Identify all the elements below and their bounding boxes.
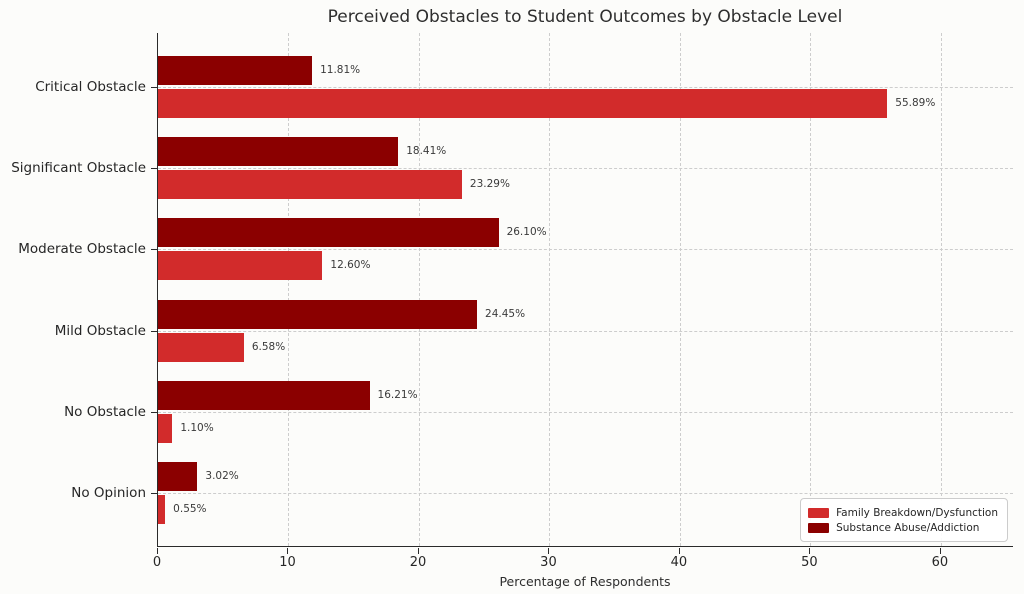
bar-substance-4 <box>158 380 370 410</box>
bar-family-2 <box>158 251 323 281</box>
grid-line-horizontal <box>158 493 1013 494</box>
x-tick-label: 10 <box>279 555 296 570</box>
bar-family-3 <box>158 332 244 362</box>
grid-line-horizontal <box>158 87 1013 88</box>
value-label: 6.58% <box>251 340 286 353</box>
y-tick-label: Critical Obstacle <box>35 79 146 95</box>
x-tick-label: 60 <box>931 555 949 570</box>
bar-substance-3 <box>158 299 478 329</box>
bar-substance-1 <box>158 137 399 167</box>
bar-family-5 <box>158 495 166 524</box>
grid-line-horizontal <box>158 330 1013 332</box>
legend-label-family: Family Breakdown/Dysfunction <box>836 506 998 519</box>
bar-family-4 <box>158 413 173 443</box>
x-tick-label: 20 <box>409 555 427 570</box>
value-label: 23.29% <box>469 178 510 191</box>
bar-substance-2 <box>158 218 499 248</box>
grid-line-vertical <box>288 33 290 546</box>
y-tick-label: Mild Obstacle <box>54 322 146 339</box>
legend-entry-substance: Substance Abuse/Addiction <box>808 520 998 535</box>
y-tick-mark <box>151 249 157 251</box>
value-label: 3.02% <box>205 470 239 482</box>
x-tick-mark <box>678 548 680 554</box>
bar-family-0 <box>158 89 888 118</box>
x-tick-label: 40 <box>670 555 688 570</box>
legend: Family Breakdown/Dysfunction Substance A… <box>800 498 1008 542</box>
grid-line-vertical <box>418 33 420 546</box>
grid-line-vertical <box>940 33 942 546</box>
x-tick-label: 30 <box>540 555 557 570</box>
y-tick-mark <box>151 411 157 413</box>
legend-label-substance: Substance Abuse/Addiction <box>836 521 980 534</box>
x-tick-mark <box>157 548 158 554</box>
value-label: 26.10% <box>506 226 547 239</box>
x-tick-mark <box>417 548 419 554</box>
grid-line-vertical <box>810 33 812 546</box>
plot-area: 11.81% 55.89% 18.41% 23.29% 26.10% 12.60% 24.4… <box>157 33 1013 547</box>
grid-line-horizontal <box>158 168 1013 170</box>
y-tick-label: No Opinion <box>71 485 146 501</box>
value-label: 16.21% <box>377 388 418 401</box>
bar-substance-5 <box>158 462 198 491</box>
x-tick-mark <box>287 548 289 554</box>
value-label: 12.60% <box>330 259 371 272</box>
value-label: 55.89% <box>895 97 936 109</box>
grid-line-horizontal <box>158 411 1013 413</box>
grid-line-horizontal <box>158 249 1013 251</box>
grid-line-vertical <box>549 33 551 546</box>
value-label: 0.55% <box>173 503 207 515</box>
chart-title: Perceived Obstacles to Student Outcomes … <box>327 7 843 27</box>
value-label: 18.41% <box>406 145 447 158</box>
value-label: 11.81% <box>320 64 361 76</box>
x-tick-label: 0 <box>152 555 162 570</box>
legend-swatch-substance <box>808 522 830 533</box>
value-label: 24.45% <box>485 307 526 320</box>
y-tick-mark <box>151 493 157 494</box>
x-axis-label: Percentage of Respondents <box>499 574 671 589</box>
x-tick-mark <box>548 548 550 554</box>
bar-substance-0 <box>158 56 313 85</box>
y-tick-label: Significant Obstacle <box>11 160 146 177</box>
y-tick-mark <box>151 168 157 170</box>
y-tick-mark <box>151 330 157 332</box>
grid-line-vertical <box>679 33 681 546</box>
value-label: 1.10% <box>180 421 214 434</box>
y-tick-mark <box>151 87 157 88</box>
bar-family-1 <box>158 170 462 200</box>
legend-entry-family: Family Breakdown/Dysfunction <box>808 505 998 520</box>
x-tick-mark <box>939 548 941 554</box>
y-tick-label: No Obstacle <box>64 403 146 420</box>
x-tick-label: 50 <box>801 555 818 570</box>
y-tick-label: Moderate Obstacle <box>18 241 146 258</box>
x-tick-mark <box>809 548 811 554</box>
legend-swatch-family <box>808 507 830 518</box>
